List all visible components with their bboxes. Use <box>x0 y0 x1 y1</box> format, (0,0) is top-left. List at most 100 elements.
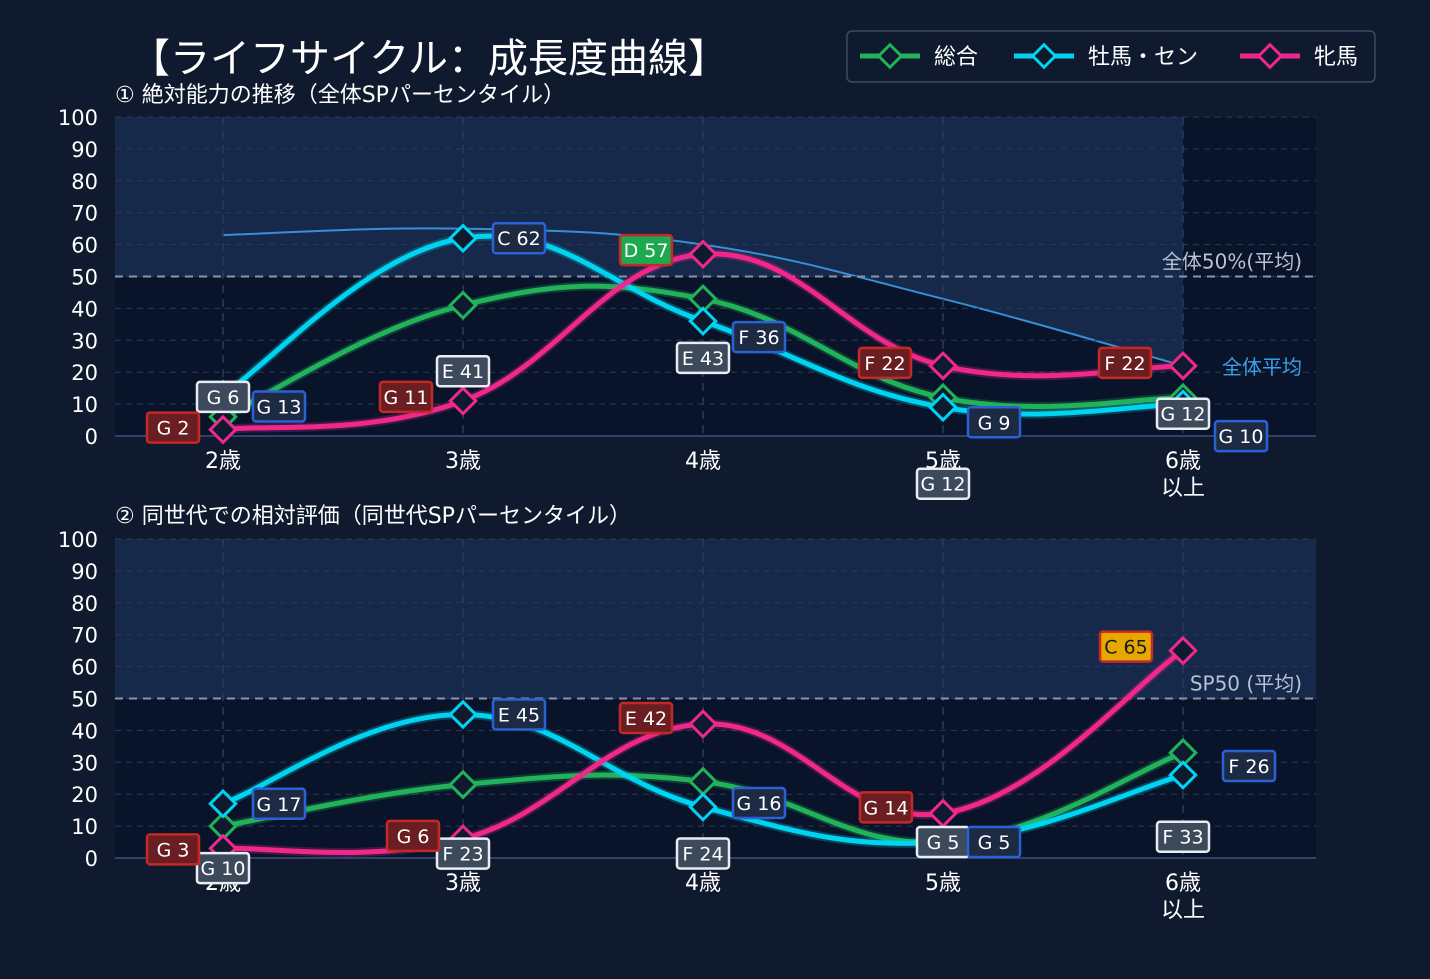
data-label-female: D 57 <box>624 240 669 262</box>
envelope-cut <box>1183 117 1316 277</box>
data-label-box-male <box>1213 419 1269 453</box>
y-tick-label: 80 <box>71 170 98 194</box>
data-label-box-overall <box>195 380 251 414</box>
y-tick-label: 90 <box>71 138 98 162</box>
data-label-male: F 26 <box>1228 756 1269 778</box>
y-tick-label: 30 <box>71 751 98 775</box>
data-label-female: G 14 <box>864 797 909 819</box>
data-label-box-female <box>1097 346 1153 380</box>
panel-relative: ② 同世代での相対評価（同世代SPパーセンタイル） 0 10 20 30 40 50 60 70… <box>58 504 1316 923</box>
data-point-male <box>208 788 238 819</box>
data-label-female: F 22 <box>1104 353 1145 375</box>
legend: 総合 牡馬・セン 牝馬 <box>846 30 1376 83</box>
data-point-female <box>1168 350 1198 381</box>
data-label-overall: F 23 <box>442 844 483 866</box>
data-point-overall <box>448 769 478 800</box>
legend-item-overall: 総合 <box>860 42 978 70</box>
legend-item-male: 牡馬・セン <box>1014 42 1198 70</box>
data-point-female <box>448 386 478 416</box>
legend-box <box>846 30 1376 83</box>
data-point-overall <box>208 811 238 841</box>
legend-label-male: 牡馬・セン <box>1088 45 1198 70</box>
data-point-overall <box>688 283 718 314</box>
data-label-overall: E 41 <box>442 361 484 383</box>
data-label-overall: F 24 <box>682 843 723 865</box>
data-label-box-female <box>1098 630 1154 663</box>
data-label-box-male <box>491 221 547 255</box>
y-tick-label: 60 <box>71 656 98 680</box>
y-tick-label: 40 <box>71 297 98 321</box>
data-point-male <box>688 792 718 822</box>
x-tick-label: 4歳 <box>685 871 721 896</box>
y-tick-label: 0 <box>85 847 98 871</box>
data-label-overall: G 6 <box>207 387 240 409</box>
data-label-male: F 36 <box>738 327 779 349</box>
data-point-female <box>688 709 718 739</box>
data-label-male: C 62 <box>497 228 540 250</box>
data-label-female: C 65 <box>1104 637 1147 659</box>
legend-marker-female <box>1256 42 1284 70</box>
data-label-box-overall <box>435 354 491 388</box>
data-label-male: G 13 <box>257 397 302 419</box>
data-label-box-female <box>385 819 441 853</box>
data-label-box-overall <box>435 837 491 870</box>
legend-label-female: 牝馬 <box>1314 45 1358 70</box>
data-label-box-female <box>378 380 434 414</box>
chart-title: 【ライフサイクル：成長度曲線】 <box>130 36 728 82</box>
y-tick-label: 100 <box>58 106 98 130</box>
y-tick-label: 30 <box>71 329 98 353</box>
data-label-box-overall <box>195 851 251 885</box>
x-tick-label: 3歳 <box>445 871 481 896</box>
data-label-male: G 10 <box>1219 426 1264 448</box>
reference-line-label: SP50 (平均) <box>1190 672 1302 696</box>
data-label-female: G 2 <box>157 418 190 440</box>
y-tick-label: 60 <box>71 234 98 258</box>
data-point-overall <box>448 290 478 321</box>
data-label-box-male <box>731 320 787 354</box>
x-tick-label: 6歳 <box>1165 449 1201 474</box>
data-label-overall: G 10 <box>201 858 246 880</box>
legend-marker-overall <box>876 42 904 70</box>
x-tick-label: 4歳 <box>685 449 721 474</box>
data-label-box-male <box>251 390 307 423</box>
y-tick-label: 90 <box>71 560 98 584</box>
data-label-male: G 16 <box>737 793 782 815</box>
panel-subtitle: ① 絶対能力の推移（全体SPパーセンタイル） <box>115 83 565 108</box>
data-label-box-overall <box>1155 820 1211 853</box>
y-tick-label: 80 <box>71 592 98 616</box>
y-tick-label: 40 <box>71 719 98 743</box>
x-tick-label: 6歳 <box>1165 871 1201 896</box>
data-label-box-overall <box>915 467 971 500</box>
y-tick-label: 20 <box>71 783 98 807</box>
reference-line-label: 全体50%(平均) <box>1162 250 1302 274</box>
data-label-female: G 11 <box>384 387 429 409</box>
x-tick-label: 以上 <box>1161 476 1205 501</box>
data-point-male <box>928 392 958 423</box>
data-label-female: E 42 <box>625 708 667 730</box>
data-label-box-overall <box>675 837 731 870</box>
data-label-female: G 3 <box>157 839 190 861</box>
data-point-female <box>928 798 958 829</box>
y-tick-label: 50 <box>71 266 98 290</box>
y-tick-label: 70 <box>71 624 98 648</box>
data-point-female <box>928 350 958 381</box>
y-tick-label: 10 <box>71 393 98 417</box>
panel-absolute: ① 絶対能力の推移（全体SPパーセンタイル） 0 10 20 30 40 50 60 70 80 9… <box>58 83 1316 501</box>
y-tick-label: 10 <box>71 815 98 839</box>
x-tick-label: 2歳 <box>205 449 241 474</box>
data-label-overall: F 33 <box>1162 827 1203 849</box>
legend-item-female: 牝馬 <box>1240 42 1358 70</box>
x-tick-label: 以上 <box>1161 898 1205 923</box>
data-label-box-male <box>966 406 1022 439</box>
panel-subtitle: ② 同世代での相対評価（同世代SPパーセンタイル） <box>115 504 631 529</box>
x-tick-label: 5歳 <box>925 871 961 896</box>
upper-band <box>115 539 1316 699</box>
data-point-female <box>208 414 238 445</box>
data-label-box-female <box>618 701 674 735</box>
data-point-overall <box>688 766 718 797</box>
x-tick-label: 3歳 <box>445 449 481 474</box>
data-label-box-male <box>491 698 547 731</box>
data-label-box-male <box>966 825 1022 859</box>
